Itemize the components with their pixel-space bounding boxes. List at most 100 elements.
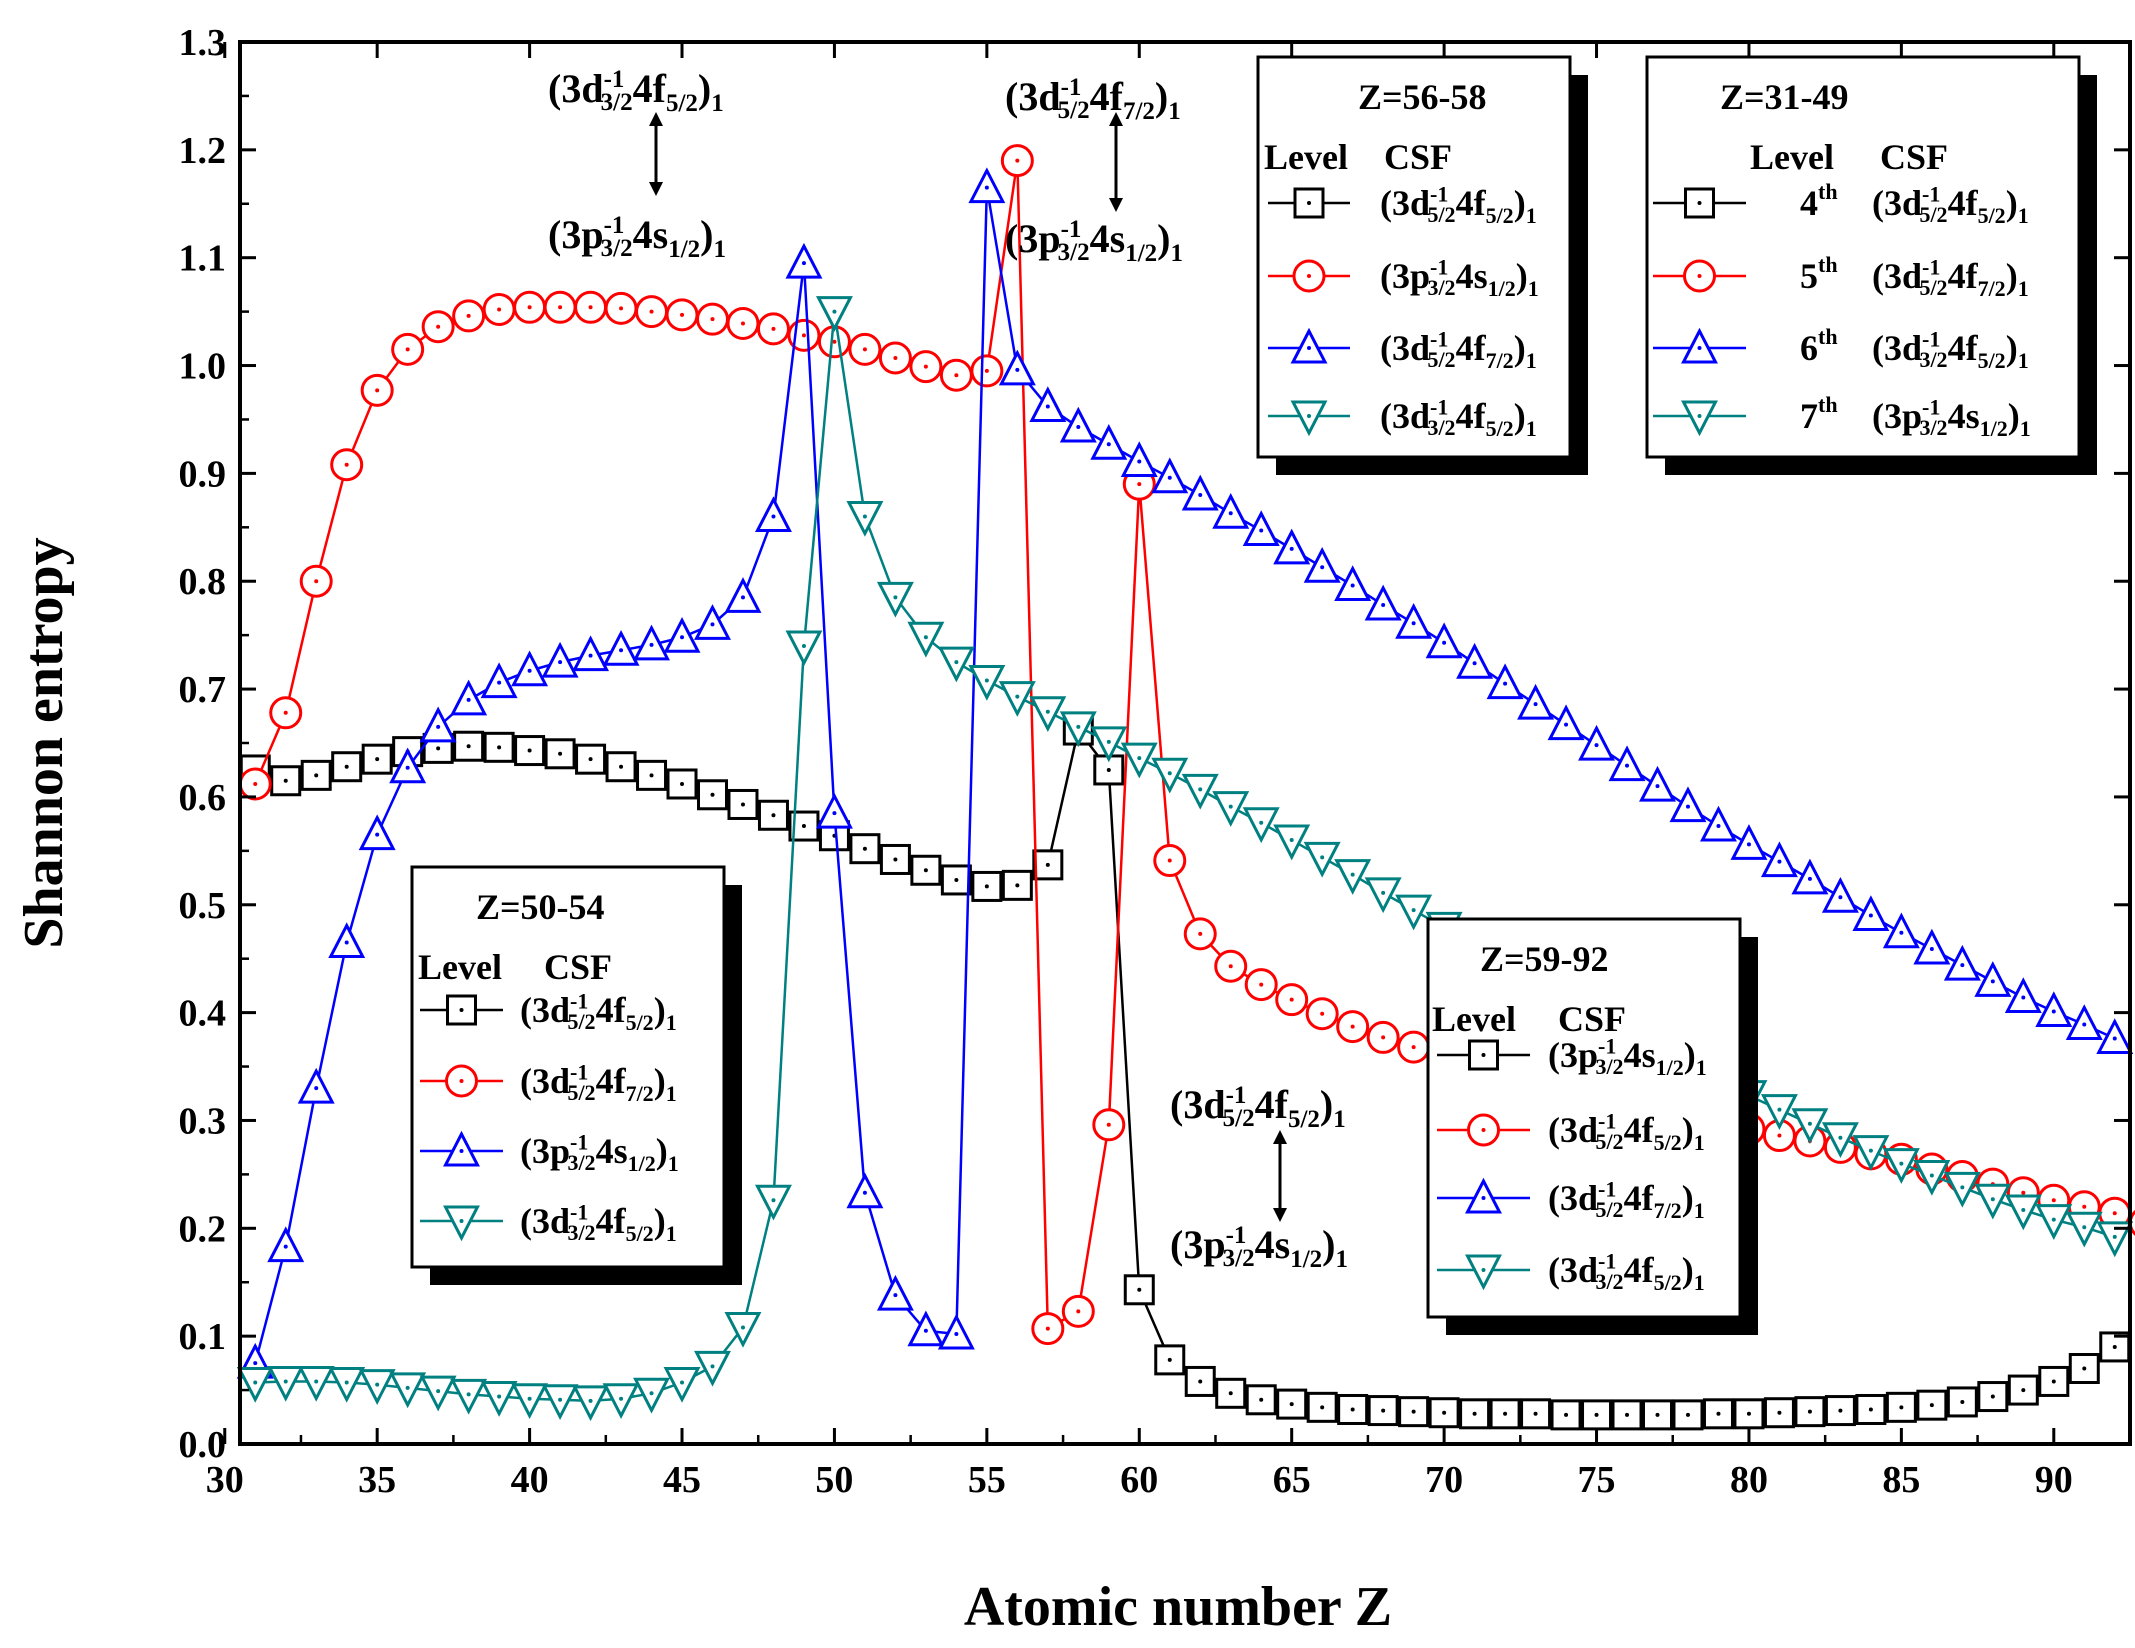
marker-dot bbox=[954, 877, 959, 882]
marker-dot bbox=[283, 1244, 288, 1249]
marker-dot bbox=[314, 579, 319, 584]
csf-part: (3p bbox=[1380, 256, 1430, 296]
marker-dot bbox=[1442, 1410, 1447, 1415]
x-tick-label: 85 bbox=[1882, 1459, 1920, 1501]
marker-dot bbox=[710, 317, 715, 322]
csf-part: 4f bbox=[1948, 328, 1979, 368]
marker-dot bbox=[1481, 1196, 1486, 1200]
data-point-7th bbox=[1029, 696, 1067, 732]
y-tick-label: 0.6 bbox=[179, 777, 227, 819]
legend-title: Z=59-92 bbox=[1480, 939, 1609, 979]
data-point-5th bbox=[878, 341, 912, 375]
marker-dot bbox=[619, 306, 624, 311]
legend-box bbox=[1256, 55, 1572, 459]
marker-shape bbox=[636, 759, 668, 791]
level-num: 7 bbox=[1800, 396, 1818, 436]
csf-part: 4f bbox=[633, 66, 667, 111]
csf-part: 4f bbox=[596, 1201, 627, 1241]
x-axis-label: Atomic number Z bbox=[964, 1576, 1392, 1638]
csf-part: ) bbox=[700, 212, 713, 257]
arrow-head-up bbox=[1109, 112, 1123, 126]
data-point-6th bbox=[1913, 928, 1951, 965]
marker-dot bbox=[984, 884, 989, 889]
marker-dot bbox=[1045, 404, 1050, 409]
csf-part: -1 bbox=[570, 1059, 588, 1084]
marker-dot bbox=[1716, 824, 1721, 829]
csf-part: 4f bbox=[1948, 183, 1979, 223]
marker-shape bbox=[544, 738, 576, 770]
data-point-7th bbox=[267, 1365, 305, 1402]
csf-part: 4f bbox=[1456, 183, 1487, 223]
marker-dot bbox=[1106, 767, 1111, 772]
marker-dot bbox=[954, 1331, 959, 1336]
marker-dot bbox=[2021, 995, 2026, 1000]
data-point-7th bbox=[328, 1367, 366, 1403]
marker-dot bbox=[619, 648, 624, 653]
data-point-4th bbox=[300, 759, 332, 791]
marker-dot bbox=[405, 765, 410, 770]
marker-shape bbox=[1215, 1377, 1247, 1409]
data-point-6th bbox=[1456, 642, 1494, 679]
data-point-5th bbox=[360, 373, 394, 407]
marker-dot bbox=[1137, 1287, 1142, 1292]
level-num: 4 bbox=[1800, 183, 1818, 223]
csf-part: 4f bbox=[1090, 74, 1124, 119]
marker-dot bbox=[1259, 1397, 1264, 1402]
data-point-7th bbox=[1090, 726, 1128, 763]
marker-dot bbox=[459, 1008, 464, 1012]
data-point-7th bbox=[236, 1367, 274, 1403]
data-point-5th bbox=[299, 564, 333, 598]
marker-dot bbox=[923, 635, 928, 640]
marker-dot bbox=[1307, 346, 1311, 350]
marker-dot bbox=[2021, 1388, 2026, 1393]
marker-dot bbox=[1533, 702, 1538, 707]
legend-level: 5th bbox=[1800, 252, 1838, 296]
marker-dot bbox=[1076, 425, 1081, 430]
csf-part: (3p bbox=[1548, 1035, 1598, 1075]
legend-title: Z=31-49 bbox=[1720, 77, 1849, 117]
data-point-7th bbox=[815, 296, 853, 332]
level-sup: th bbox=[1818, 179, 1838, 204]
marker-dot bbox=[832, 811, 837, 816]
marker-dot bbox=[1777, 1107, 1782, 1112]
legend-csf: (3d-1 5/24f7/2)1 bbox=[520, 1059, 677, 1106]
data-point-7th bbox=[1242, 807, 1280, 844]
marker-dot bbox=[1990, 1197, 1995, 1202]
csf-part: 3/2 bbox=[1223, 1245, 1255, 1272]
marker-dot bbox=[1259, 820, 1264, 825]
csf-part: 1 bbox=[2018, 203, 2029, 228]
marker-dot bbox=[1411, 621, 1416, 626]
csf-part: 4f bbox=[596, 990, 627, 1030]
data-point-6th bbox=[2065, 1004, 2103, 1040]
csf-part: 3/2 bbox=[1058, 239, 1090, 266]
legend-marker-6th bbox=[443, 1130, 480, 1167]
marker-dot bbox=[1697, 346, 1702, 350]
marker-dot bbox=[1929, 1403, 1934, 1408]
data-point-4th bbox=[1337, 1393, 1369, 1425]
marker-dot bbox=[283, 1379, 288, 1384]
csf-part: 1 bbox=[668, 1151, 679, 1176]
y-tick-label: 0.7 bbox=[179, 669, 227, 711]
data-point-5th bbox=[574, 290, 608, 324]
csf-part: 1 bbox=[2018, 276, 2029, 301]
marker-dot bbox=[1807, 876, 1812, 881]
csf-part: 1/2 bbox=[668, 236, 700, 263]
csf-part: 4s bbox=[1624, 1035, 1656, 1075]
marker-dot bbox=[1697, 274, 1702, 278]
marker-dot bbox=[649, 309, 654, 314]
csf-part: 5/2 bbox=[1058, 97, 1090, 124]
csf-part: (3p bbox=[1170, 1222, 1226, 1267]
data-point-4th bbox=[1459, 1398, 1491, 1430]
marker-dot bbox=[1381, 1408, 1386, 1413]
csf-part: ) bbox=[2006, 256, 2018, 296]
marker-dot bbox=[862, 846, 867, 851]
data-point-7th bbox=[2065, 1211, 2103, 1248]
marker-dot bbox=[2082, 1022, 2087, 1027]
marker-dot bbox=[1442, 640, 1447, 645]
x-tick-label: 65 bbox=[1273, 1459, 1311, 1501]
marker-dot bbox=[2112, 1211, 2117, 1216]
y-tick-label: 0.4 bbox=[179, 993, 227, 1035]
data-point-4th bbox=[514, 735, 546, 767]
level-sup: th bbox=[1818, 392, 1838, 417]
